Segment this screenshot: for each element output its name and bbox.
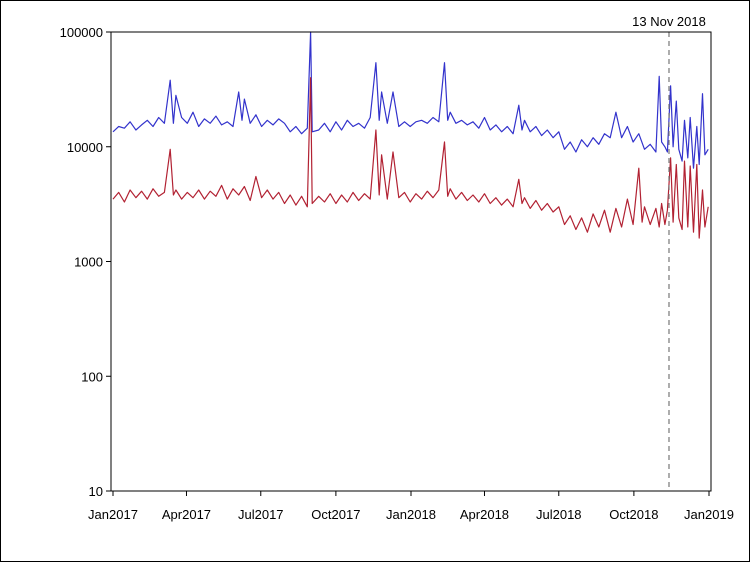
y-tick-label: 100: [81, 369, 103, 384]
x-axis: Jan2017 Apr2017 Jul2017 Oct2017 Jan2018 Apr20…: [88, 491, 734, 522]
y-tick-label: 100000: [60, 25, 103, 40]
series-line-2: [112, 77, 709, 239]
y-tick-label: 10000: [67, 140, 103, 155]
annotation-label: 13 Nov 2018: [632, 14, 706, 29]
y-tick-label: 10: [89, 484, 103, 499]
x-tick-label: Jan2018: [386, 507, 436, 522]
x-tick-label: Jul2017: [238, 507, 284, 522]
series-layer: [112, 31, 709, 239]
y-axis: 10 100 1000 10000 100000: [60, 25, 111, 499]
x-tick-label: Oct2018: [609, 507, 658, 522]
y-tick-label: 1000: [74, 255, 103, 270]
x-tick-label: Apr2018: [460, 507, 509, 522]
x-tick-label: Oct2017: [311, 507, 360, 522]
x-tick-label: Apr2017: [162, 507, 211, 522]
x-tick-label: Jan2019: [684, 507, 734, 522]
plot-area: [110, 31, 712, 492]
series-line-1: [112, 31, 709, 169]
x-tick-label: Jul2018: [536, 507, 582, 522]
annotation-layer: 13 Nov 2018: [632, 14, 706, 491]
x-tick-label: Jan2017: [88, 507, 138, 522]
